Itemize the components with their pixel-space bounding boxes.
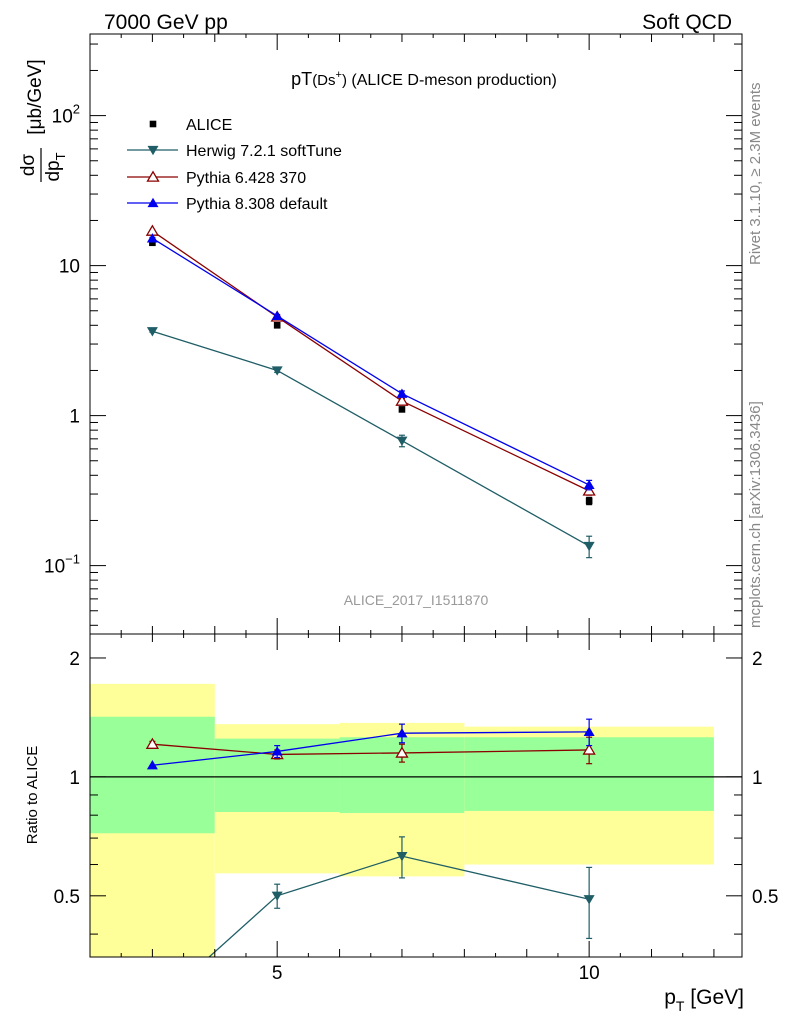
ratio-y-tick-label: 1 [69, 768, 80, 789]
ratio-data-point [396, 852, 408, 862]
legend-marker [146, 170, 160, 182]
ratio-data-point [395, 746, 409, 758]
series-line-pythia-8-308-default [152, 237, 590, 486]
ratio-data-point [583, 895, 595, 905]
data-point [396, 436, 408, 446]
header-left: 7000 GeV pp [104, 11, 228, 34]
ratio-series-line-herwig-7-2-1-softtune [208, 855, 590, 957]
legend-label-alice: ALICE [186, 117, 232, 134]
ratio-panel: 0.5 0.5 1 1 2 2 Ratio to ALICE [24, 633, 778, 1013]
data-point [146, 233, 158, 243]
series-herwig-7-2-1-softtune [146, 327, 595, 559]
y-label-denominator: dpT [43, 152, 68, 181]
data-point [149, 239, 156, 247]
rivet-label: Rivet 3.1.10, ≥ 2.3M events [747, 83, 764, 266]
series-line-herwig-7-2-1-softtune [152, 330, 590, 547]
ratio-data-point [583, 726, 595, 737]
ratio-y-tick-label: 2 [69, 649, 80, 670]
ratio-data-point [145, 737, 160, 749]
main-y-axis-label: dσ dpT [μb/GeV] [18, 59, 68, 182]
ratio-series-layer [90, 683, 742, 1013]
y-label-unit: [μb/GeV] [25, 59, 46, 134]
ratio-data-point [271, 891, 283, 902]
y-tick-label: 1 [69, 407, 80, 428]
main-panel: 10−1 1 10 102 pT(Ds+) (ALICE D-meson produc… [18, 33, 743, 635]
data-point [396, 388, 408, 398]
legend-marker [147, 145, 159, 156]
data-point [146, 327, 158, 337]
ratio-plot-frame [89, 633, 743, 958]
x-tick-label: 10 [579, 963, 600, 984]
ratio-y-axis-label: Ratio to ALICE [24, 746, 41, 844]
y-tick-label: 102 [52, 102, 80, 128]
ratio-y-tick-label-right: 2 [752, 649, 763, 670]
data-point [271, 310, 283, 321]
x-tick-labels: 5 10 [272, 963, 600, 984]
series-alice [149, 239, 593, 506]
series-pythia-8-308-default [146, 233, 595, 491]
watermark: ALICE_2017_I1511870 [344, 592, 489, 608]
ratio-data-point [147, 1004, 158, 1013]
main-ticks-layer: 10−1 1 10 102 [44, 34, 742, 634]
ratio-data-point [396, 727, 408, 738]
data-point [395, 394, 409, 406]
mcplots-label: mcplots.cern.ch [arXiv:1306.3436] [747, 401, 764, 628]
data-point [583, 479, 595, 490]
legend-marker [149, 120, 157, 128]
ratio-data-point [146, 760, 158, 770]
legend-markers [127, 120, 178, 208]
legend-label-pythia8: Pythia 8.308 default [186, 196, 328, 213]
y-label-numerator: dσ [18, 154, 39, 177]
legend-marker [147, 197, 159, 208]
ratio-y-tick-label-right: 0.5 [752, 887, 778, 908]
main-series-layer [145, 224, 596, 559]
x-tick-label: 5 [272, 963, 283, 984]
ratio-series-line-pythia-6-428-370 [152, 743, 590, 756]
data-point [585, 497, 593, 505]
header-right: Soft QCD [642, 11, 732, 34]
legend: ALICE Herwig 7.2.1 softTune Pythia 6.428… [127, 117, 342, 213]
uncertainty-band-stat [90, 716, 215, 834]
ratio-series-pythia-6-428-370 [145, 736, 596, 765]
ratio-y-tick-label: 0.5 [54, 887, 80, 908]
data-point [398, 406, 406, 413]
series-line-pythia-6-428-370 [152, 230, 590, 492]
ratio-data-point [582, 743, 596, 755]
x-axis-label: pT [GeV] [664, 986, 744, 1014]
ratio-series-line-pythia-8-308-default [152, 731, 590, 766]
legend-label-pythia6: Pythia 6.428 370 [186, 170, 306, 187]
ratio-y-tick-label-right: 1 [752, 768, 763, 789]
y-tick-label: 10−1 [44, 552, 80, 578]
data-point [271, 366, 283, 376]
chart-title: pT(Ds+) (ALICE D-meson production) [291, 69, 557, 89]
legend-label-herwig: Herwig 7.2.1 softTune [186, 143, 342, 160]
ratio-series-pythia-8-308-default [146, 718, 595, 770]
data-point [273, 322, 281, 329]
ratio-data-point [271, 746, 283, 756]
y-tick-label: 10 [59, 257, 80, 278]
data-point [583, 541, 595, 552]
